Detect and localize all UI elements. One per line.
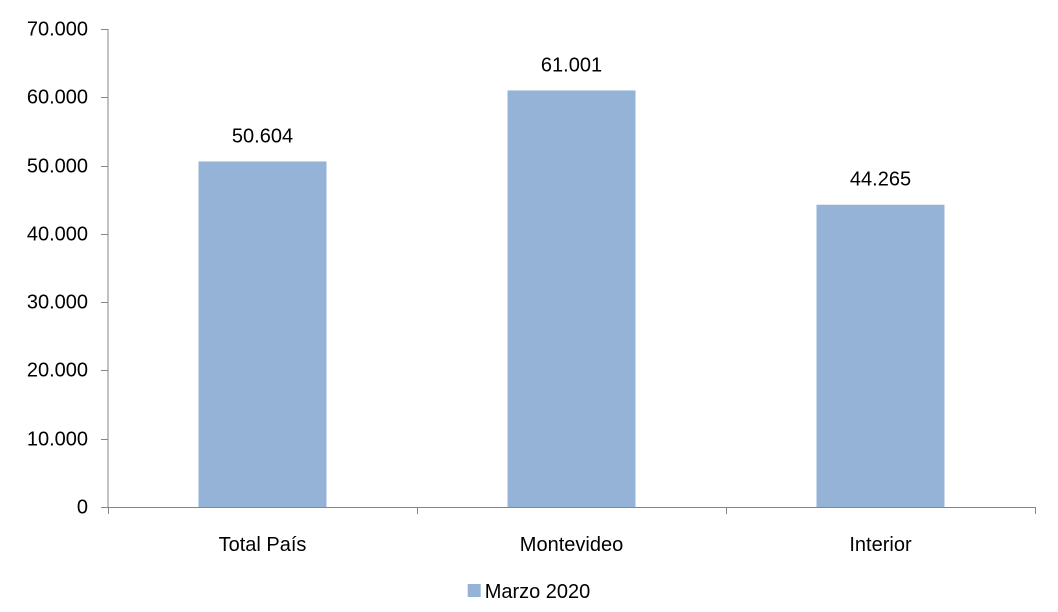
legend-swatch [467, 584, 481, 597]
y-tick-label: 60.000 [27, 87, 88, 109]
x-category-label: Interior [849, 534, 912, 556]
x-category-label: Total País [219, 534, 307, 556]
y-tick-label: 0 [77, 497, 88, 519]
legend-label: Marzo 2020 [485, 581, 591, 603]
data-labels: 50.604 61.001 44.265 [232, 54, 911, 190]
y-tick-label: 30.000 [27, 292, 88, 314]
data-label: 50.604 [232, 125, 293, 147]
y-tick-label: 10.000 [27, 429, 88, 451]
bars [198, 90, 945, 508]
y-tick-label: 70.000 [27, 19, 88, 41]
x-axis: Total País Montevideo Interior [108, 507, 1036, 556]
legend: Marzo 2020 [467, 581, 591, 603]
bar-interior [816, 204, 945, 508]
y-axis: 0 10.000 20.000 30.000 40.000 50.000 60.000 70.… [27, 19, 109, 519]
bar-total-pa-s [198, 161, 327, 508]
y-tick-label: 50.000 [27, 156, 88, 178]
x-category-label: Montevideo [520, 534, 623, 556]
y-tick-label: 40.000 [27, 224, 88, 246]
y-tick-label: 20.000 [27, 360, 88, 382]
data-label: 44.265 [850, 169, 911, 191]
bar-montevideo [507, 90, 636, 507]
data-label: 61.001 [541, 54, 602, 76]
